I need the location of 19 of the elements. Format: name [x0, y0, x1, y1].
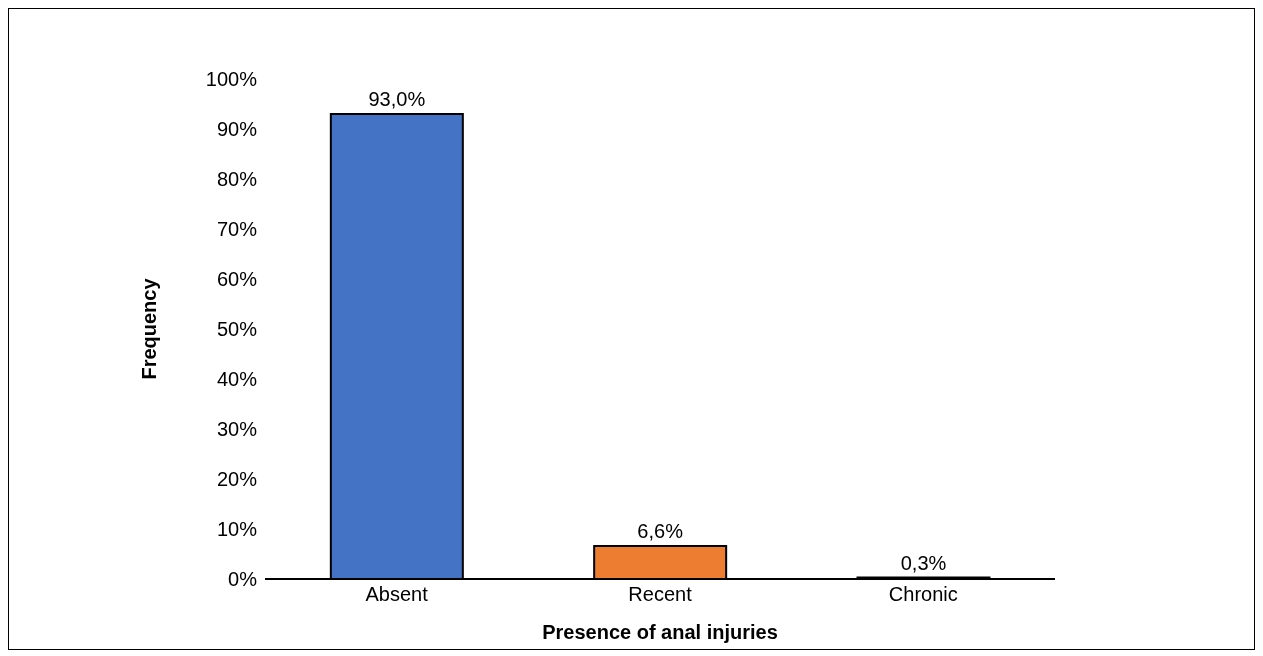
y-tick-label: 20%: [216, 468, 258, 491]
y-tick-label: 100%: [205, 68, 258, 91]
x-tick-label: Chronic: [888, 583, 958, 606]
y-axis-title: Frequency: [138, 277, 161, 380]
y-tick-label: 80%: [216, 168, 258, 191]
x-tick-label: Recent: [628, 583, 693, 606]
y-tick-label: 70%: [216, 218, 258, 241]
y-tick-label: 10%: [216, 518, 258, 541]
y-tick-label: 0%: [228, 568, 258, 591]
y-tick-label: 50%: [216, 318, 258, 341]
x-tick-label: Absent: [365, 583, 429, 606]
x-axis-title: Presence of anal injuries: [542, 621, 778, 643]
y-tick-label: 30%: [216, 418, 258, 441]
data-label: 93,0%: [368, 88, 426, 110]
data-label: 0,3%: [900, 551, 947, 574]
data-label: 6,6%: [637, 520, 684, 542]
y-tick-label: 60%: [216, 268, 258, 291]
y-tick-label: 40%: [216, 368, 258, 391]
y-tick-label: 90%: [216, 118, 258, 141]
